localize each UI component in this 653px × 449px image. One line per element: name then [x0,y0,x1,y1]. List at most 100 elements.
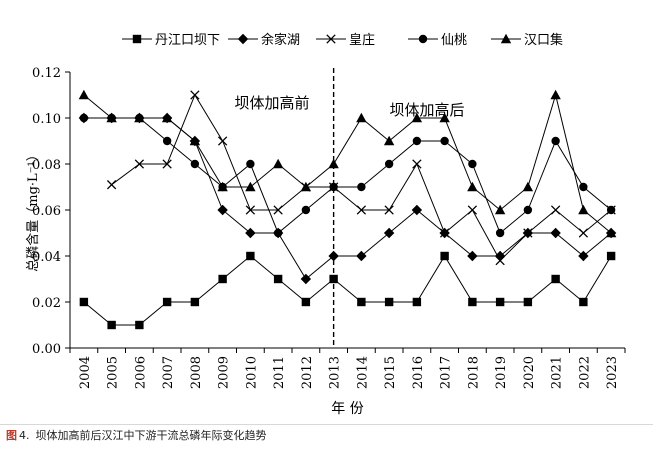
x-tick-label: 2023 [605,356,620,389]
data-point-2-17 [550,205,561,215]
legend-entry-3: 仙桃 [408,33,467,48]
legend-entry-0: 丹江口坝下 [122,33,220,48]
legend-marker [418,34,428,44]
legend-label: 丹江口坝下 [155,33,220,48]
figure-caption-text: 坝体加高前后汉江中下游干流总磷年际变化趋势 [35,429,267,442]
data-point-2-4 [190,90,200,100]
data-point-4-12 [411,112,423,123]
y-axis-title: 总磷含量（mg·L⁻¹） [25,148,41,272]
legend-entry-2: 皇庄 [316,32,375,48]
data-point-3-10 [357,182,366,192]
data-point-0-16 [523,297,533,307]
data-point-3-18 [579,182,588,192]
data-point-4-2 [134,112,145,123]
x-tick-label: 2016 [411,356,426,389]
series-4 [78,89,617,238]
data-point-4-9 [328,158,339,169]
data-point-3-13 [440,136,449,146]
data-point-3-16 [523,205,533,215]
y-tick-label: 0.00 [32,342,61,357]
series-3 [79,113,616,238]
x-tick-label: 2020 [522,356,537,389]
data-point-0-0 [79,297,89,307]
data-point-3-11 [384,159,394,169]
data-point-4-6 [245,181,256,192]
x-tick-label: 2005 [106,356,121,389]
data-point-3-15 [495,228,505,238]
legend-marker [132,34,142,44]
data-point-1-18 [578,250,589,262]
data-point-4-19 [605,227,617,238]
data-point-4-0 [78,89,90,100]
data-point-3-17 [551,136,560,146]
legend-marker [326,34,336,44]
data-point-0-2 [135,320,144,330]
data-point-4-18 [578,204,589,215]
data-point-4-7 [272,158,284,169]
data-point-3-19 [606,205,616,215]
series-layer [78,89,617,330]
x-tick-label: 2018 [466,356,481,389]
data-point-3-6 [246,159,255,169]
series-0 [79,251,616,330]
data-point-0-6 [246,251,255,261]
data-point-1-10 [356,250,367,262]
data-point-0-5 [218,274,227,284]
chart-frame: 丹江口坝下 余家湖 皇庄 仙桃 汉口集 0.00 0.02 0.04 0.06 0.08 0.10… [0,32,653,425]
legend-label: 仙桃 [441,33,467,48]
data-point-0-4 [190,297,200,307]
data-point-3-4 [190,159,200,169]
figure-caption: 图 4. 坝体加高前后汉江中下游干流总磷年际变化趋势 [6,427,267,445]
legend-entry-1: 余家湖 [228,32,300,48]
data-point-3-7 [273,228,283,238]
x-tick-label: 2006 [133,356,148,389]
data-point-2-2 [134,159,145,169]
data-point-1-11 [383,227,395,239]
legend-entry-4: 汉口集 [491,32,563,48]
data-point-2-11 [384,205,394,215]
x-tick-label: 2015 [383,356,398,389]
data-point-2-5 [217,136,228,146]
data-point-1-17 [550,227,561,239]
data-point-4-10 [356,112,367,123]
x-tick-label: 2022 [577,356,592,389]
legend-label: 汉口集 [524,32,563,48]
data-point-3-8 [301,205,311,215]
data-point-2-7 [273,205,283,215]
data-point-3-3 [162,136,172,146]
y-tick-label: 0.02 [32,296,61,311]
x-tick-label: 2010 [244,356,259,389]
data-point-1-12 [411,204,423,216]
data-point-2-14 [467,205,478,215]
data-point-2-3 [162,159,172,169]
data-point-0-7 [273,274,283,284]
data-point-4-5 [217,181,228,192]
data-point-0-14 [468,297,477,307]
x-tick-label: 2007 [161,356,176,389]
x-tick-label: 2012 [300,356,315,389]
data-point-3-12 [412,136,422,146]
x-tick-label: 2014 [355,356,370,389]
y-tick-label: 0.08 [32,158,61,173]
legend: 丹江口坝下 余家湖 皇庄 仙桃 汉口集 [122,32,563,48]
data-point-2-15 [495,255,505,266]
x-tick-label: 2009 [217,356,232,389]
x-tick-label: 2004 [78,356,93,389]
x-tick-label: 2013 [328,356,343,389]
data-point-0-17 [551,274,560,284]
data-point-2-1 [106,180,117,190]
data-point-0-8 [301,297,311,307]
data-point-2-13 [439,228,450,238]
annotations: 坝体加高前 坝体加高后 [234,68,465,348]
data-point-1-6 [245,227,256,239]
data-point-4-8 [300,181,312,192]
data-point-4-14 [467,181,478,192]
x-axis-title: 年 份 [331,401,363,417]
data-point-4-15 [494,204,506,215]
data-point-2-16 [523,228,533,238]
data-point-0-13 [440,251,449,261]
legend-label: 皇庄 [349,32,375,48]
data-point-4-16 [522,181,534,192]
axes: 0.00 0.02 0.04 0.06 0.08 0.10 0.12 2004 2005 2006… [25,66,626,417]
data-point-4-13 [439,112,450,123]
